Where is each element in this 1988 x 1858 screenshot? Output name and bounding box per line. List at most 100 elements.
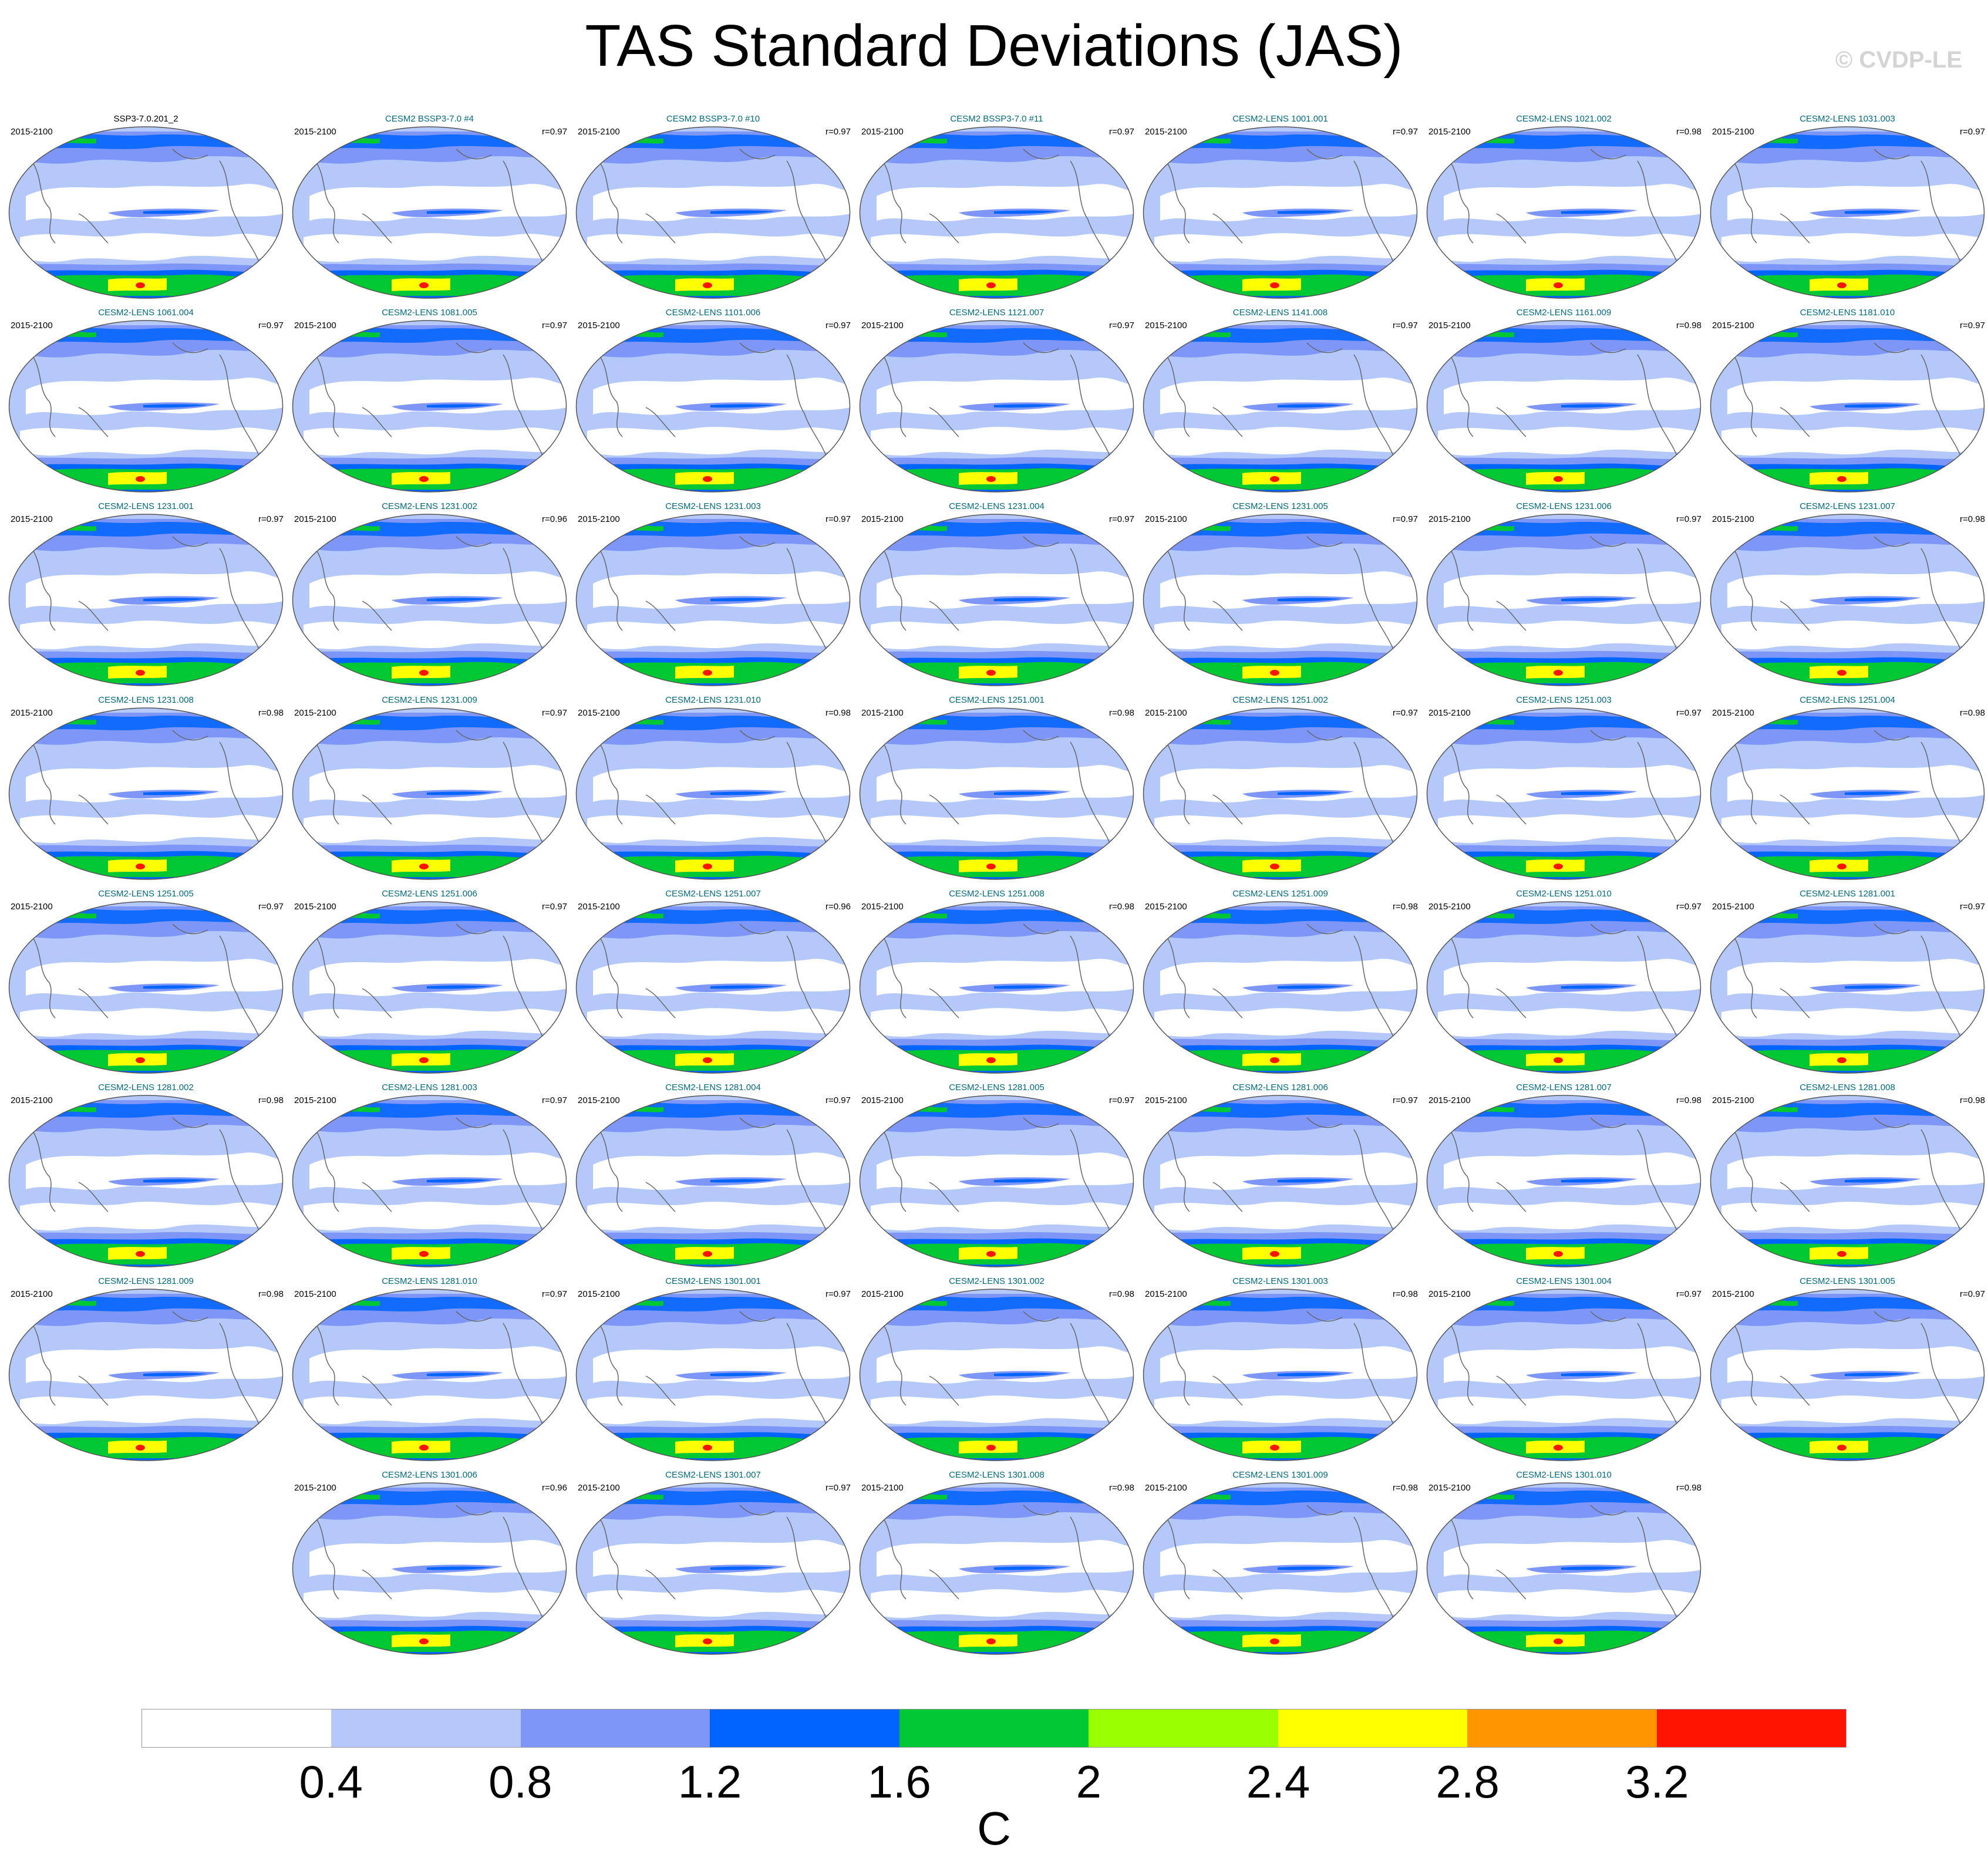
colorbar-tick-label: 0.8: [488, 1756, 552, 1808]
colorbar-tick-label: 2.4: [1246, 1756, 1310, 1808]
panel-correlation: r=0.97: [542, 127, 567, 137]
panel-title: CESM2 BSSP3-7.0 #10: [666, 114, 760, 124]
panel-title: CESM2-LENS 1301.007: [665, 1470, 761, 1480]
panel-correlation: r=0.97: [825, 514, 851, 524]
panel-title: CESM2-LENS 1231.003: [665, 501, 761, 511]
map-panel: CESM2-LENS 1231.006 2015-2100 r=0.97: [1423, 499, 1705, 690]
panel-correlation: r=0.97: [1393, 708, 1418, 718]
panel-title: CESM2-LENS 1251.006: [382, 889, 477, 899]
map-panel: CESM2-LENS 1251.003 2015-2100 r=0.97: [1423, 693, 1705, 884]
panel-period: 2015-2100: [294, 1095, 336, 1105]
panel-correlation: r=0.98: [1109, 708, 1134, 718]
panel-correlation: r=0.98: [258, 1095, 284, 1105]
panel-title: CESM2-LENS 1281.010: [382, 1276, 477, 1286]
panel-correlation: r=0.98: [1960, 1095, 1985, 1105]
panel-title: CESM2-LENS 1281.009: [98, 1276, 194, 1286]
panel-correlation: r=0.97: [1393, 1095, 1418, 1105]
panel-title: CESM2 BSSP3-7.0 #11: [950, 114, 1043, 124]
panel-title: CESM2 BSSP3-7.0 #4: [385, 114, 474, 124]
panel-correlation: r=0.98: [1109, 1483, 1134, 1493]
map-plot: [859, 513, 1134, 687]
map-panel: CESM2-LENS 1061.004 2015-2100 r=0.97: [5, 305, 287, 496]
map-plot: [859, 707, 1134, 881]
map-plot: [292, 513, 567, 687]
panel-title: CESM2-LENS 1301.005: [1800, 1276, 1895, 1286]
map-panel: CESM2-LENS 1081.005 2015-2100 r=0.97: [288, 305, 571, 496]
map-panel: CESM2-LENS 1281.005 2015-2100 r=0.97: [855, 1080, 1138, 1271]
panel-title: CESM2-LENS 1251.003: [1516, 695, 1612, 705]
map-plot: [575, 1094, 851, 1268]
panel-period: 2015-2100: [861, 1289, 904, 1299]
map-panel: CESM2-LENS 1231.008 2015-2100 r=0.98: [5, 693, 287, 884]
map-plot: [859, 126, 1134, 299]
panel-period: 2015-2100: [861, 127, 904, 137]
map-panel: CESM2-LENS 1301.006 2015-2100 r=0.96: [288, 1468, 571, 1658]
panel-period: 2015-2100: [1428, 321, 1471, 331]
panel-title: CESM2-LENS 1231.001: [98, 501, 194, 511]
panel-correlation: r=0.97: [1393, 127, 1418, 137]
panel-title: CESM2-LENS 1251.002: [1232, 695, 1328, 705]
panel-title: CESM2-LENS 1161.009: [1516, 308, 1612, 318]
panel-title: CESM2-LENS 1281.004: [665, 1083, 761, 1092]
map-plot: [575, 1482, 851, 1655]
map-panel: CESM2-LENS 1021.002 2015-2100 r=0.98: [1423, 112, 1705, 302]
panel-correlation: r=0.98: [1960, 708, 1985, 718]
map-panel: CESM2-LENS 1301.009 2015-2100 r=0.98: [1139, 1468, 1421, 1658]
panel-correlation: r=0.98: [1676, 321, 1701, 331]
map-plot: [292, 707, 567, 881]
map-plot: [292, 319, 567, 493]
panel-period: 2015-2100: [1428, 1483, 1471, 1493]
panel-period: 2015-2100: [578, 902, 620, 912]
panel-title: CESM2-LENS 1281.005: [949, 1083, 1044, 1092]
panel-period: 2015-2100: [11, 1095, 53, 1105]
panel-title: CESM2-LENS 1101.006: [665, 308, 761, 318]
panel-correlation: r=0.98: [1393, 902, 1418, 912]
map-plot: [1426, 901, 1701, 1074]
panel-title: CESM2-LENS 1281.007: [1516, 1083, 1612, 1092]
panel-period: 2015-2100: [294, 708, 336, 718]
map-panel: CESM2-LENS 1001.001 2015-2100 r=0.97: [1139, 112, 1421, 302]
colorbar-cell: [142, 1709, 332, 1747]
panel-period: 2015-2100: [1145, 902, 1187, 912]
panel-period: 2015-2100: [1428, 708, 1471, 718]
map-plot: [292, 1288, 567, 1462]
panel-period: 2015-2100: [11, 321, 53, 331]
map-plot: [292, 1482, 567, 1655]
panel-title: CESM2-LENS 1121.007: [949, 308, 1044, 318]
colorbar-cell: [331, 1709, 521, 1747]
panel-correlation: r=0.98: [258, 1289, 284, 1299]
map-panel: CESM2-LENS 1301.001 2015-2100 r=0.97: [572, 1274, 854, 1465]
map-plot: [1710, 513, 1985, 687]
map-plot: [292, 126, 567, 299]
map-panel: CESM2-LENS 1251.001 2015-2100 r=0.98: [855, 693, 1138, 884]
map-panel: CESM2-LENS 1181.010 2015-2100 r=0.97: [1706, 305, 1988, 496]
panel-title: CESM2-LENS 1231.005: [1232, 501, 1328, 511]
colorbar-cell: [899, 1709, 1089, 1747]
panel-period: 2015-2100: [11, 127, 53, 137]
map-plot: [1426, 319, 1701, 493]
panel-period: 2015-2100: [1712, 708, 1754, 718]
map-plot: [575, 513, 851, 687]
map-panel: CESM2-LENS 1301.005 2015-2100 r=0.97: [1706, 1274, 1988, 1465]
map-plot: [1710, 1288, 1985, 1462]
panel-correlation: r=0.98: [825, 708, 851, 718]
map-panel: CESM2-LENS 1031.003 2015-2100 r=0.97: [1706, 112, 1988, 302]
panel-title: CESM2-LENS 1301.002: [949, 1276, 1044, 1286]
map-plot: [1143, 1094, 1418, 1268]
map-plot: [1426, 126, 1701, 299]
panel-period: 2015-2100: [1428, 514, 1471, 524]
panel-correlation: r=0.97: [1393, 514, 1418, 524]
panel-period: 2015-2100: [1145, 1289, 1187, 1299]
panel-correlation: r=0.97: [825, 127, 851, 137]
panel-title: CESM2-LENS 1001.001: [1232, 114, 1328, 124]
map-plot: [859, 1288, 1134, 1462]
panel-correlation: r=0.98: [1676, 1483, 1701, 1493]
map-plot: [1143, 126, 1418, 299]
panel-period: 2015-2100: [1428, 902, 1471, 912]
map-panel: CESM2-LENS 1281.008 2015-2100 r=0.98: [1706, 1080, 1988, 1271]
map-panel: CESM2-LENS 1251.004 2015-2100 r=0.98: [1706, 693, 1988, 884]
map-panel: CESM2-LENS 1251.007 2015-2100 r=0.96: [572, 886, 854, 1077]
map-plot: [575, 126, 851, 299]
map-plot: [292, 901, 567, 1074]
panel-correlation: r=0.98: [1109, 902, 1134, 912]
